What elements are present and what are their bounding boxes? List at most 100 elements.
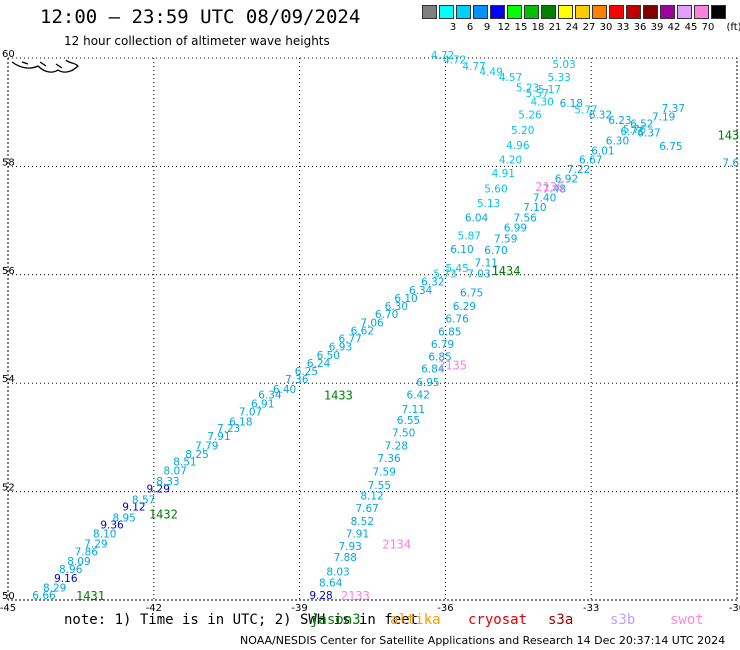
swh-value: 5.03 — [552, 59, 575, 71]
legend-label: 33 — [616, 22, 630, 33]
legend-label: 12 — [497, 22, 511, 33]
swh-value: 6.42 — [407, 389, 430, 401]
swh-value: 5.45 — [445, 263, 468, 275]
swh-value: 8.64 — [319, 577, 343, 589]
swh-value: 8.07 — [164, 465, 187, 477]
swh-value: 6.92 — [555, 174, 578, 186]
swh-value: 7.59 — [494, 233, 517, 245]
swh-value: 7.10 — [523, 202, 546, 214]
legend-label: 6 — [466, 22, 474, 33]
legend-unit: (ft) — [726, 22, 740, 33]
swh-value: 7.40 — [533, 193, 556, 205]
swh-value: 6.84 — [421, 363, 445, 375]
page-subtitle: 12 hour collection of altimeter wave hei… — [64, 34, 330, 48]
swh-value: 8.03 — [326, 567, 349, 579]
swh-value: 6.79 — [431, 339, 454, 351]
lon-tick-label: -33 — [583, 603, 599, 614]
swh-value: 7.07 — [239, 407, 262, 419]
swh-value: 6.85 — [438, 327, 461, 339]
mission-label-jason3: jason3 — [310, 612, 361, 628]
swh-value: 6.24 — [307, 358, 331, 370]
swh-value: 8.25 — [185, 449, 208, 461]
legend-label: 36 — [633, 22, 647, 33]
swh-value: 7.91 — [207, 431, 230, 443]
swh-value: 7.28 — [385, 440, 408, 452]
swh-value: 7.79 — [195, 440, 218, 452]
swh-value: 6.30 — [385, 301, 408, 313]
mission-label-swot: swot — [670, 612, 704, 628]
mission-label-cryosat: cryosat — [468, 612, 528, 628]
legend-swatch — [575, 5, 590, 19]
legend-swatch — [524, 5, 539, 19]
lon-tick-label: -39 — [291, 603, 307, 614]
swh-value: 9.16 — [54, 573, 78, 585]
swh-value: 6.34 — [409, 285, 433, 297]
lon-tick-label: -36 — [437, 603, 453, 614]
lat-tick-label: 56 — [2, 266, 15, 277]
swh-value: 6.62 — [351, 325, 374, 337]
swh-value: 6.30 — [606, 136, 629, 148]
swh-value: 6.34 — [258, 389, 282, 401]
legend-swatch — [490, 5, 505, 19]
swh-value: 8.51 — [173, 457, 196, 469]
swh-value: 6.77 — [338, 334, 361, 346]
legend-label: 42 — [667, 22, 681, 33]
swh-value: 9.12 — [122, 502, 145, 514]
swh-value: 8.29 — [43, 582, 66, 594]
legend-swatch — [456, 5, 471, 19]
swh-value: 9.36 — [100, 519, 124, 531]
swh-value: 6.29 — [453, 301, 476, 313]
swh-value: 8.96 — [59, 564, 83, 576]
swh-value: 6.55 — [397, 415, 420, 427]
swh-value: 7.03 — [467, 269, 490, 281]
swh-value: 5.73 — [433, 269, 456, 281]
swh-value: 4.72 — [431, 50, 454, 62]
legend-label: 45 — [684, 22, 698, 33]
swh-value: 7.50 — [392, 427, 415, 439]
pass-time-label: 1435 — [718, 128, 740, 142]
pass-time-label: 1431 — [76, 589, 105, 603]
swh-value: 5.17 — [538, 84, 561, 96]
swh-value: 6.75 — [460, 287, 483, 299]
swh-value: 7.22 — [567, 164, 590, 176]
page-title: 12:00 – 23:59 UTC 08/09/2024 — [40, 6, 361, 28]
legend-swatch — [422, 5, 437, 19]
mission-label-s3a: s3a — [548, 612, 574, 628]
swh-value: 8.95 — [112, 512, 135, 524]
swh-value: 8.33 — [156, 476, 179, 488]
swh-value: 6.18 — [560, 98, 583, 110]
legend-swatch — [694, 5, 709, 19]
legend-swatch — [592, 5, 607, 19]
swh-value: 5.23 — [516, 83, 539, 95]
swh-value: 7.88 — [334, 552, 357, 564]
pass-time-label: 2133 — [341, 589, 370, 603]
swh-value: 7.93 — [338, 541, 361, 553]
swh-value: 7.55 — [368, 480, 391, 492]
legend-label: 15 — [514, 22, 528, 33]
legend-label: 3 — [449, 22, 457, 33]
legend-swatch — [541, 5, 556, 19]
swh-value: 5.33 — [547, 72, 570, 84]
swh-value: 5.87 — [458, 231, 481, 243]
swh-value: 6.01 — [591, 145, 614, 157]
lon-tick-label: -45 — [0, 603, 16, 614]
swh-value: 5.60 — [484, 183, 507, 195]
swh-value: 6.93 — [329, 342, 352, 354]
swh-value: 6.91 — [251, 399, 274, 411]
swh-value: 6.67 — [579, 155, 602, 167]
swh-value: 8.12 — [360, 491, 383, 503]
swh-value: 5.76 — [623, 124, 647, 136]
swh-value: 6.40 — [273, 384, 296, 396]
swh-value: 6.04 — [465, 213, 489, 225]
swh-value: 7.91 — [346, 529, 369, 541]
swh-value: 7.19 — [652, 111, 675, 123]
swh-value: 9.29 — [147, 484, 170, 496]
swh-value: 8.57 — [132, 495, 155, 507]
swh-value: 6.32 — [421, 277, 444, 289]
legend-swatch — [660, 5, 675, 19]
legend-swatch — [609, 5, 624, 19]
swh-value: 4.49 — [479, 66, 502, 78]
swh-value: 7.36 — [377, 453, 401, 465]
pass-time-label: 2136 — [535, 180, 564, 194]
lat-tick-label: 60 — [2, 49, 15, 60]
